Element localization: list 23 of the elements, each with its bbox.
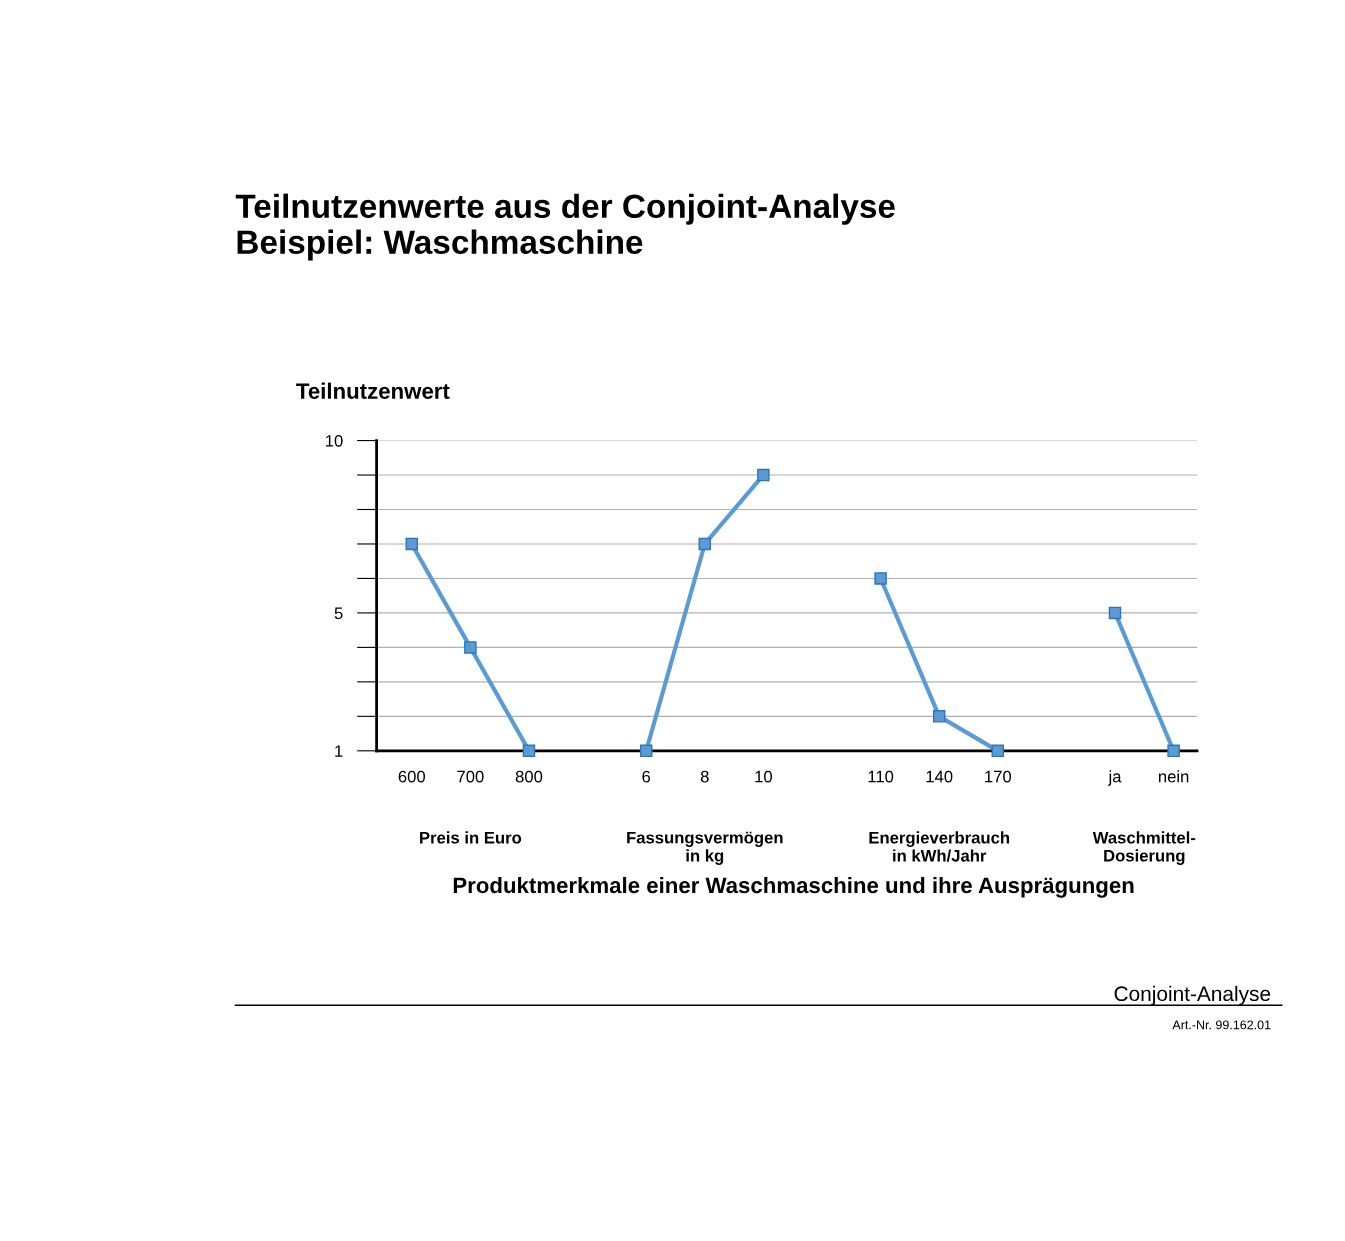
x-tick-label: ja	[1108, 770, 1122, 786]
text: Fassungsvermögen in kg	[627, 831, 783, 865]
text: Energieverbrauch in kWh/Jahr	[869, 831, 1010, 862]
x-tick-label: 140	[926, 770, 953, 783]
y-tick-label: 10	[326, 434, 343, 447]
x-axis-title: Produktmerkmale einer Waschmaschine und ihre Ausprägungen	[453, 876, 1134, 898]
y-axis-title: Teilnutzenwert	[296, 382, 450, 399]
chart-title: Teilnutzenwerte aus der Conjoint-Analyse Beispiel: Waschmaschine	[235, 193, 895, 261]
text: Art.-Nr. 99.162.01	[1172, 1020, 1271, 1030]
text: Conjoint-Analyse	[1114, 985, 1271, 1006]
x-tick-label: 800	[515, 770, 543, 783]
x-tick-label: nein	[1158, 770, 1189, 783]
x-tick-label: 110	[868, 770, 894, 783]
y-tick-label: 1	[335, 745, 343, 757]
x-tick-label: 700	[457, 770, 484, 783]
y-tick-label: 5	[334, 607, 343, 620]
text: Waschmittel- Dosierung	[1092, 831, 1196, 865]
x-tick-label: 170	[985, 770, 1012, 783]
x-tick-label: 10	[755, 770, 772, 783]
x-tick-label: 8	[700, 770, 709, 783]
x-tick-label: 6	[642, 770, 651, 783]
text: Preis in Euro	[420, 831, 522, 844]
x-tick-label: 600	[398, 770, 426, 783]
